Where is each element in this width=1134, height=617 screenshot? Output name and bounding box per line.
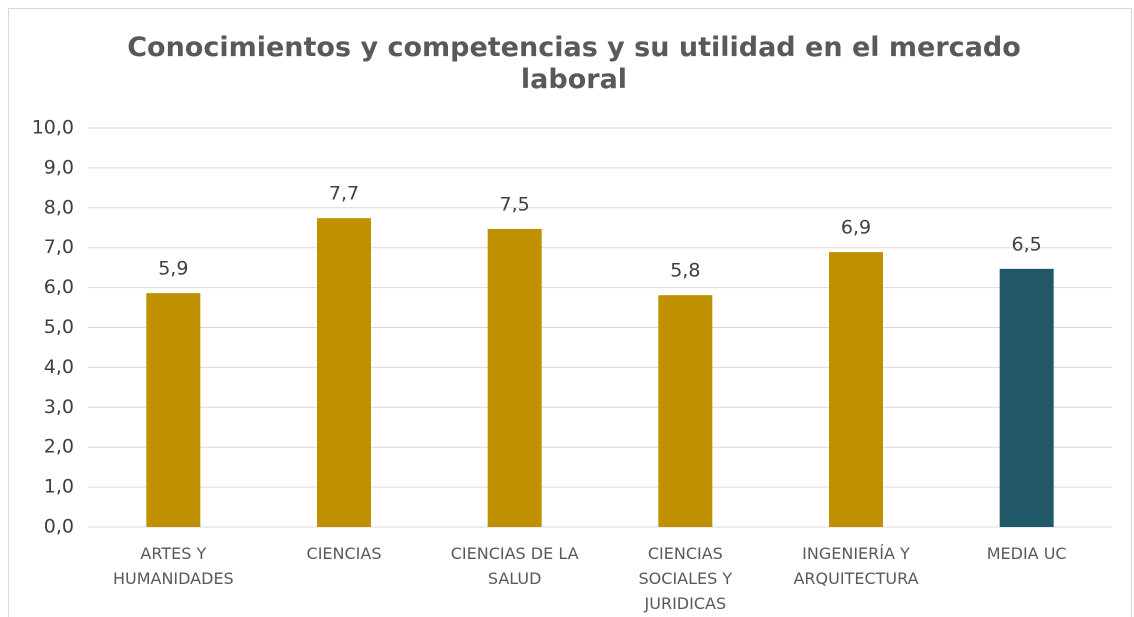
bar [146,293,201,527]
x-tick-label: CIENCIAS [306,544,382,563]
value-label: 6,9 [841,217,871,239]
y-tick-label: 1,0 [44,476,74,498]
y-tick-label: 3,0 [44,396,74,418]
bar [317,218,371,527]
bar [999,268,1054,527]
chart-frame [8,8,1132,617]
bar [487,228,542,527]
y-tick-label: 2,0 [44,436,74,458]
x-tick-label: ARTES Y HUMANIDADES [112,544,234,588]
bar [829,252,883,528]
value-label: 7,5 [500,193,530,215]
value-label: 5,8 [670,260,700,282]
y-tick-label: 8,0 [44,196,74,218]
y-tick-label: 5,0 [44,316,74,338]
value-label: 5,9 [158,258,188,280]
x-tick-label: CIENCIAS SOCIALES Y JURIDICAS [638,544,733,613]
y-tick-label: 4,0 [44,356,74,378]
value-label: 6,5 [1012,233,1042,255]
x-tick-label: MEDIA UC [986,544,1067,563]
y-tick-label: 6,0 [44,276,74,298]
x-tick-label: CIENCIAS DE LA SALUD [450,544,579,588]
bar [658,295,713,527]
y-tick-label: 9,0 [44,156,74,178]
y-tick-label: 7,0 [44,236,74,258]
x-tick-label: INGENIERÍA Y ARQUITECTURA [793,544,919,588]
chart-title: Conocimientos y competencias y su utilid… [127,32,1021,95]
y-tick-label: 10,0 [32,117,74,139]
value-label: 7,7 [329,183,359,205]
y-tick-label: 0,0 [44,516,74,538]
